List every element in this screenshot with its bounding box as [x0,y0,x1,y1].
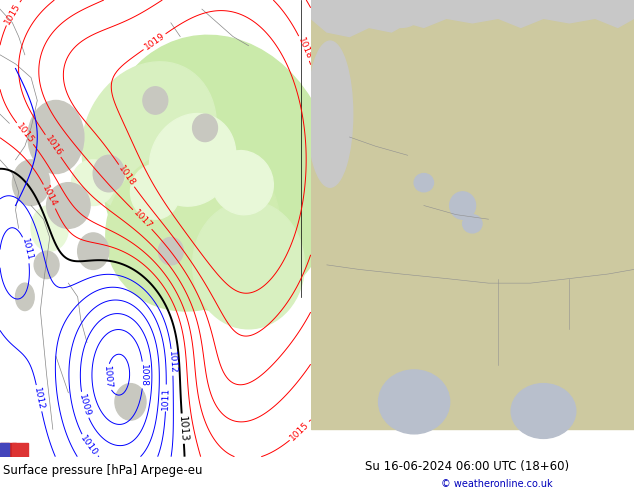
Text: Su 16-06-2024 06:00 UTC (18+60): Su 16-06-2024 06:00 UTC (18+60) [365,460,569,472]
Ellipse shape [13,160,49,205]
Text: 1015: 1015 [3,1,22,25]
Text: 1019: 1019 [143,31,167,52]
Ellipse shape [150,114,236,206]
Text: 1018: 1018 [116,164,137,188]
Text: 1015: 1015 [288,420,311,442]
Text: 1013: 1013 [177,415,189,442]
Ellipse shape [34,251,59,279]
Ellipse shape [143,87,168,114]
Ellipse shape [15,283,34,311]
Bar [13,443,28,457]
Ellipse shape [31,205,68,251]
Text: 1012: 1012 [32,386,46,410]
Ellipse shape [115,384,146,420]
Ellipse shape [72,160,115,205]
Text: © weatheronline.co.uk: © weatheronline.co.uk [441,479,552,489]
Ellipse shape [93,155,124,192]
Text: 1014: 1014 [41,184,58,209]
Text: 1009: 1009 [77,392,92,417]
Text: 1010: 1010 [79,434,100,458]
Text: 1016: 1016 [43,134,63,158]
Text: 1007: 1007 [102,365,113,389]
Ellipse shape [28,100,84,173]
Ellipse shape [131,165,180,219]
Ellipse shape [378,370,450,434]
Ellipse shape [463,215,482,233]
Ellipse shape [82,62,216,212]
Text: 1015: 1015 [15,122,36,146]
Text: 1017: 1017 [131,208,153,231]
Text: 1011: 1011 [161,387,171,410]
Ellipse shape [77,233,109,270]
Ellipse shape [193,201,304,329]
Ellipse shape [46,183,90,228]
Text: 1018: 1018 [295,36,313,61]
Ellipse shape [550,0,589,21]
Ellipse shape [100,35,335,312]
Ellipse shape [193,114,217,142]
Polygon shape [311,18,634,429]
Ellipse shape [511,384,576,439]
Ellipse shape [472,0,505,18]
Bar [0,443,15,457]
Ellipse shape [106,146,280,311]
Text: 1012: 1012 [167,350,178,374]
Polygon shape [311,0,634,37]
Ellipse shape [158,238,183,265]
Ellipse shape [307,41,353,187]
Ellipse shape [382,0,420,27]
Bar [0,443,10,457]
Ellipse shape [211,150,273,215]
Text: 1011: 1011 [20,238,34,262]
Ellipse shape [414,173,434,192]
Text: Surface pressure [hPa] Arpege-eu: Surface pressure [hPa] Arpege-eu [3,464,203,476]
Text: 1008: 1008 [139,364,148,387]
Ellipse shape [450,192,476,219]
